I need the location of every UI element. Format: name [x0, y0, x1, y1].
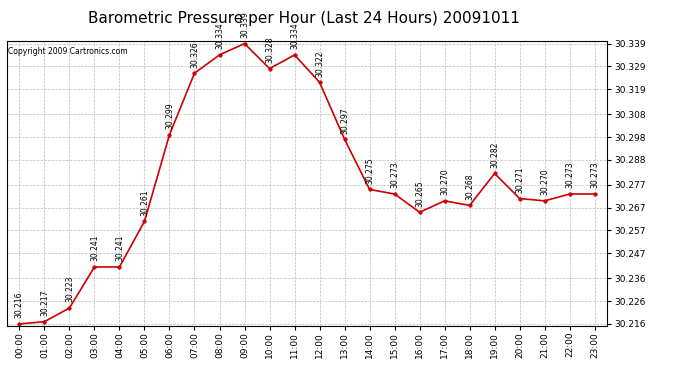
- Text: Copyright 2009 Cartronics.com: Copyright 2009 Cartronics.com: [8, 47, 128, 56]
- Text: 30.261: 30.261: [140, 189, 149, 216]
- Text: 30.334: 30.334: [290, 22, 299, 50]
- Text: 30.297: 30.297: [340, 107, 349, 134]
- Text: 30.299: 30.299: [165, 102, 174, 129]
- Text: 30.270: 30.270: [540, 169, 549, 195]
- Text: 30.273: 30.273: [565, 162, 574, 189]
- Text: 30.265: 30.265: [415, 180, 424, 207]
- Text: 30.282: 30.282: [490, 141, 499, 168]
- Text: 30.217: 30.217: [40, 290, 49, 316]
- Text: 30.241: 30.241: [115, 235, 124, 261]
- Text: 30.273: 30.273: [590, 162, 599, 189]
- Text: 30.270: 30.270: [440, 169, 449, 195]
- Text: 30.216: 30.216: [15, 292, 24, 318]
- Text: Barometric Pressure per Hour (Last 24 Hours) 20091011: Barometric Pressure per Hour (Last 24 Ho…: [88, 11, 520, 26]
- Text: 30.275: 30.275: [365, 157, 374, 184]
- Text: 30.268: 30.268: [465, 173, 474, 200]
- Text: 30.334: 30.334: [215, 22, 224, 50]
- Text: 30.339: 30.339: [240, 11, 249, 38]
- Text: 30.273: 30.273: [390, 162, 399, 189]
- Text: 30.322: 30.322: [315, 50, 324, 77]
- Text: 30.328: 30.328: [265, 36, 274, 63]
- Text: 30.271: 30.271: [515, 166, 524, 193]
- Text: 30.223: 30.223: [65, 276, 74, 303]
- Text: 30.241: 30.241: [90, 235, 99, 261]
- Text: 30.326: 30.326: [190, 41, 199, 68]
